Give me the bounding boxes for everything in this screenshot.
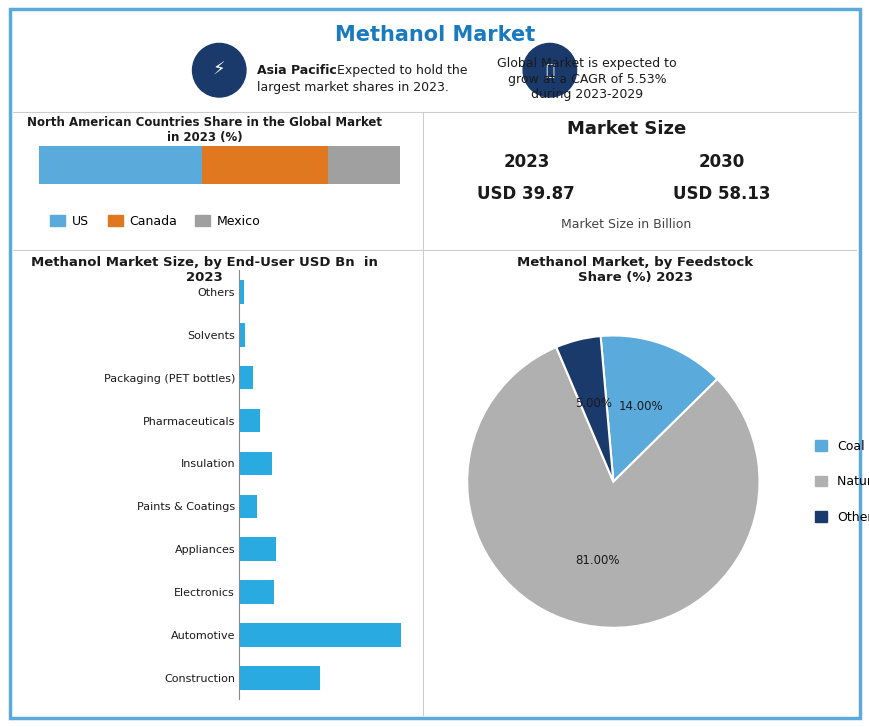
Bar xyxy=(239,623,401,647)
Bar xyxy=(239,366,253,390)
Bar xyxy=(239,323,245,347)
Text: during 2023-2029: during 2023-2029 xyxy=(531,88,642,101)
Wedge shape xyxy=(600,335,717,481)
Text: 81.00%: 81.00% xyxy=(574,554,620,567)
Legend: US, Canada, Mexico: US, Canada, Mexico xyxy=(45,210,265,233)
Text: Methanol Market Size, by End-User USD Bn  in
2023: Methanol Market Size, by End-User USD Bn… xyxy=(31,256,377,284)
Bar xyxy=(239,537,275,561)
Text: 2023: 2023 xyxy=(502,153,549,171)
Text: North American Countries Share in the Global Market
in 2023 (%): North American Countries Share in the Gl… xyxy=(27,116,381,145)
Text: Methanol Market, by Feedstock
Share (%) 2023: Methanol Market, by Feedstock Share (%) … xyxy=(516,256,753,284)
Circle shape xyxy=(522,44,576,97)
Text: Expected to hold the: Expected to hold the xyxy=(333,64,468,77)
Bar xyxy=(202,146,328,185)
Text: largest market shares in 2023.: largest market shares in 2023. xyxy=(256,81,448,94)
Text: Global Market is expected to: Global Market is expected to xyxy=(497,57,676,71)
Circle shape xyxy=(192,44,246,97)
Bar xyxy=(239,580,274,604)
Text: Methanol Market: Methanol Market xyxy=(335,25,534,46)
Bar xyxy=(239,494,256,518)
Bar xyxy=(239,451,271,475)
Text: 2030: 2030 xyxy=(698,153,745,171)
Legend: Coal, Natural Gas, Others: Coal, Natural Gas, Others xyxy=(809,435,869,529)
Bar xyxy=(39,146,202,185)
Text: Market Size in Billion: Market Size in Billion xyxy=(561,218,691,231)
Bar xyxy=(328,146,400,185)
Bar xyxy=(239,666,320,690)
Text: grow at a CAGR of 5.53%: grow at a CAGR of 5.53% xyxy=(507,73,666,86)
Wedge shape xyxy=(555,336,613,481)
Text: Market Size: Market Size xyxy=(566,120,686,138)
Text: Asia Pacific: Asia Pacific xyxy=(256,64,336,77)
Text: USD 58.13: USD 58.13 xyxy=(673,185,770,204)
Bar xyxy=(239,409,260,433)
Text: 14.00%: 14.00% xyxy=(618,400,663,413)
Text: ⚡: ⚡ xyxy=(213,61,225,79)
Wedge shape xyxy=(467,347,759,628)
Text: 5.00%: 5.00% xyxy=(574,397,612,410)
Text: USD 39.87: USD 39.87 xyxy=(477,185,574,204)
Text: 🔥: 🔥 xyxy=(545,63,554,78)
Bar xyxy=(239,280,243,304)
